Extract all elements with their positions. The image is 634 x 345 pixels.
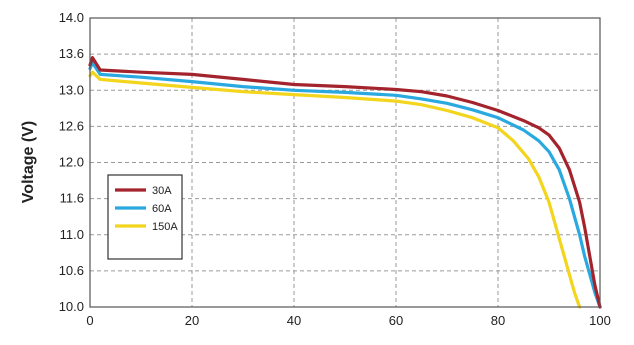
x-tick-label: 20 (185, 313, 199, 328)
series-lines (88, 56, 602, 309)
y-tick-labels: 14.0 13.6 13.0 12.6 12.0 11.6 11.0 10.6 10.0 (59, 10, 84, 314)
y-tick-label: 11.0 (60, 227, 84, 242)
x-tick-label: 60 (389, 313, 403, 328)
y-tick-label: 13.0 (59, 82, 84, 97)
y-axis-label: Voltage (V) (20, 121, 37, 203)
legend: 30A 60A 150A (107, 174, 183, 260)
series-line-60a (88, 61, 602, 309)
gridlines (90, 18, 600, 307)
y-tick-label: 10.0 (59, 299, 84, 314)
series-line-150a (88, 70, 582, 309)
x-tick-label: 40 (287, 313, 301, 328)
series-line-30a (88, 56, 602, 309)
x-tick-label: 0 (86, 313, 93, 328)
legend-label: 60A (152, 203, 172, 215)
legend-label: 30A (152, 185, 172, 197)
x-tick-labels: 0 20 40 60 80 100 (86, 313, 610, 328)
y-tick-label: 11.6 (60, 191, 84, 206)
y-tick-label: 14.0 (59, 10, 84, 25)
y-tick-label: 12.0 (59, 155, 84, 170)
y-tick-label: 10.6 (59, 263, 84, 278)
legend-label: 150A (152, 221, 178, 233)
y-tick-label: 13.6 (59, 46, 84, 61)
y-tick-label: 12.6 (59, 118, 84, 133)
x-tick-label: 80 (491, 313, 505, 328)
x-tick-label: 100 (589, 313, 611, 328)
plot-frame (89, 17, 601, 308)
